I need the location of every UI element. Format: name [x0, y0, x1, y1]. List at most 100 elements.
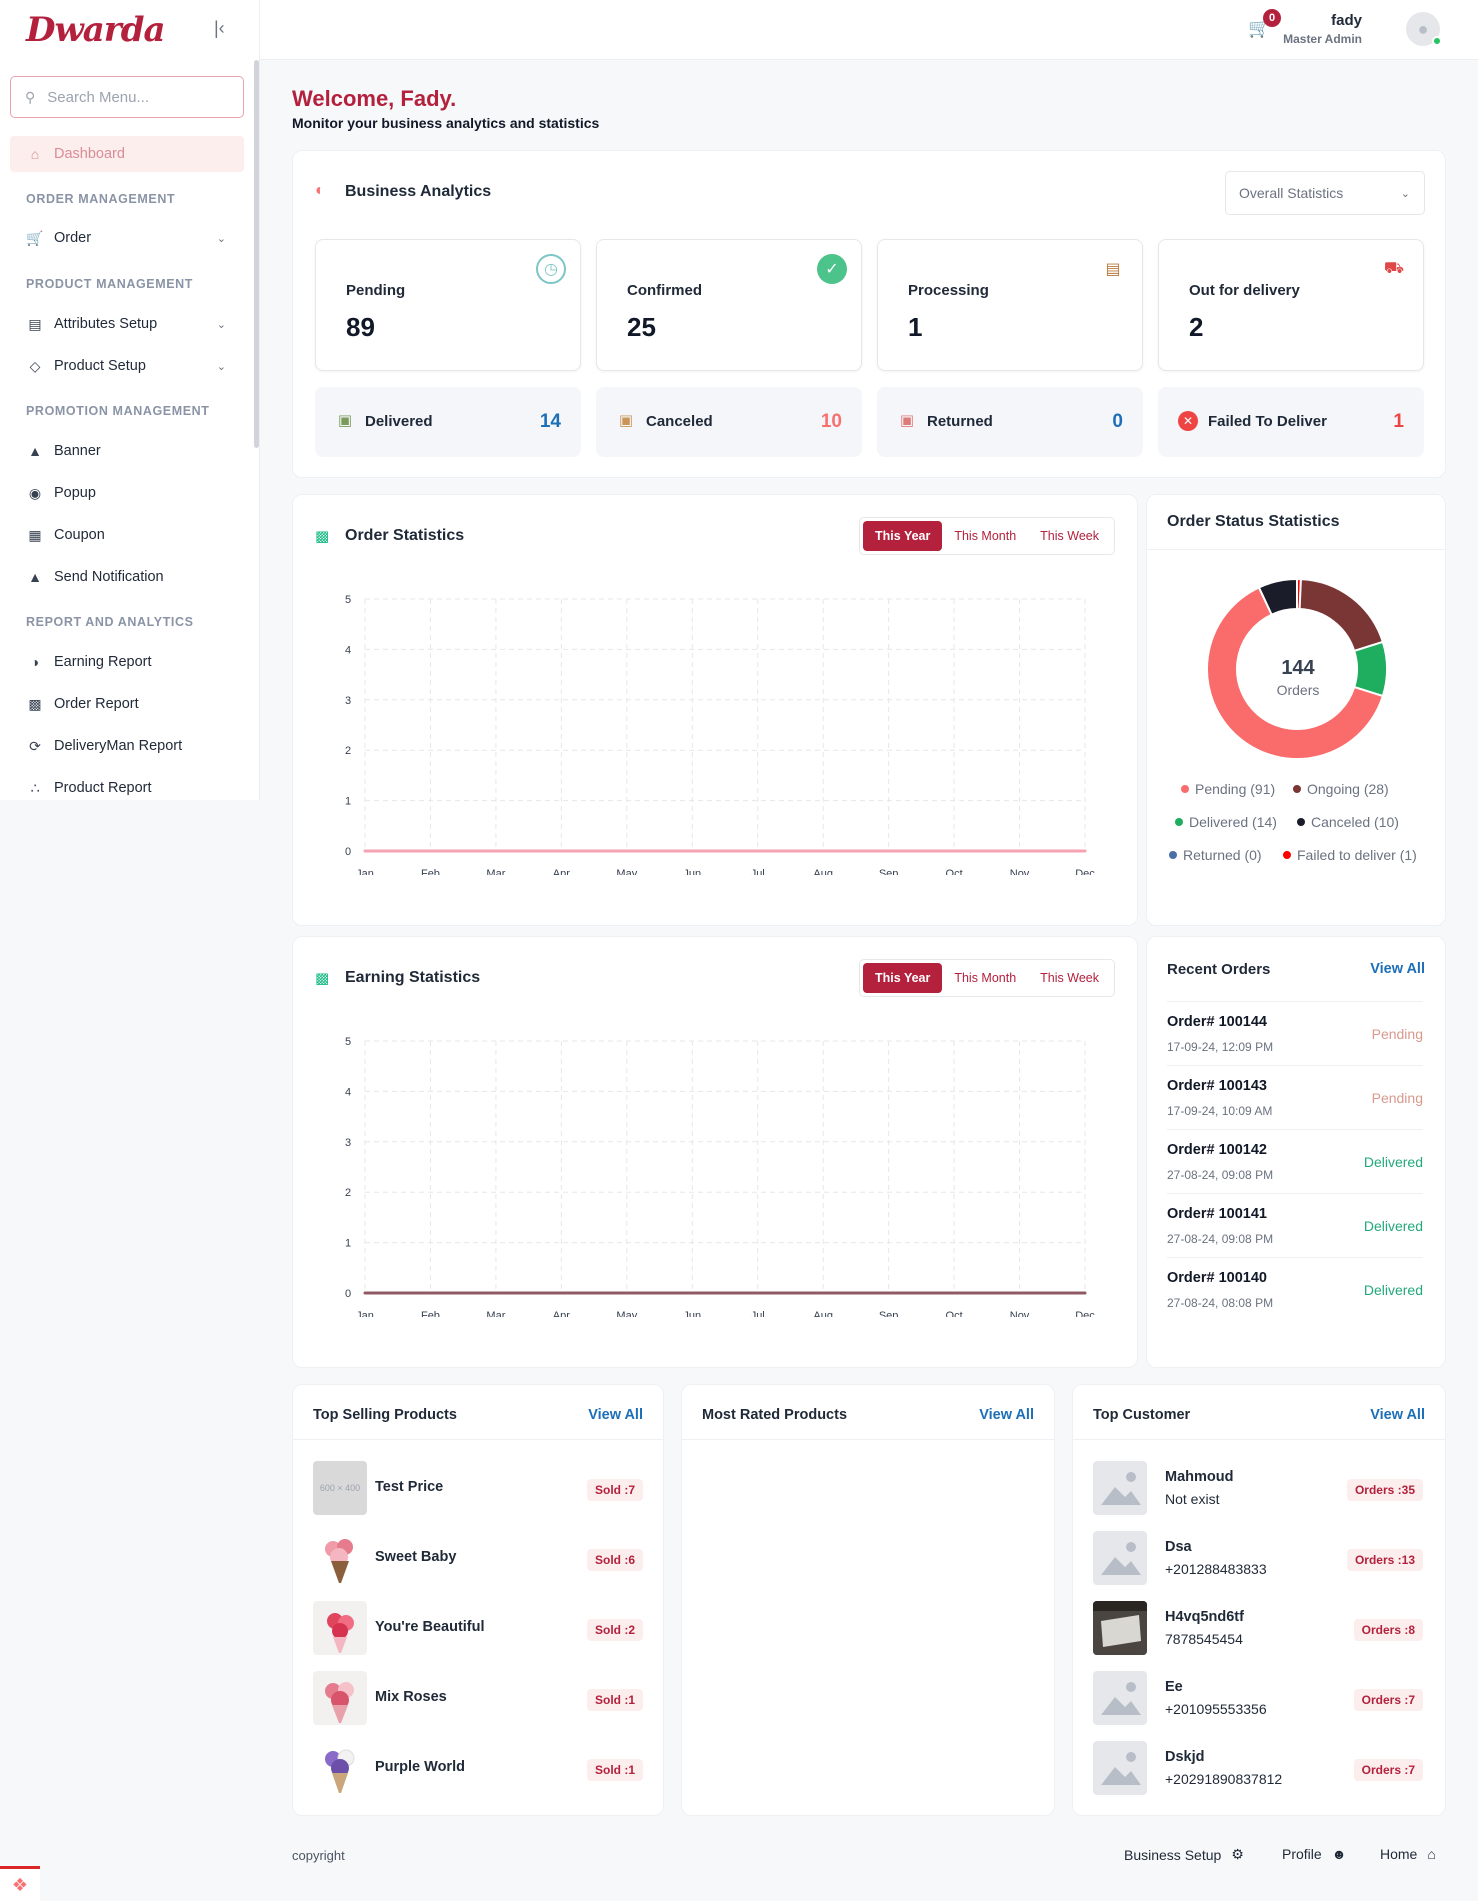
sidebar-item-product-report[interactable]: ∴ Product Report: [10, 770, 244, 806]
order-status-statistics-card: Order Status Statistics 144 Orders Pendi…: [1146, 494, 1446, 926]
recent-orders-view-all[interactable]: View All: [1370, 961, 1425, 977]
tab-this-year[interactable]: This Year: [863, 963, 943, 993]
sidebar-item-attributes-setup[interactable]: ▤ Attributes Setup ⌄: [10, 306, 244, 342]
user-name[interactable]: fady: [1331, 12, 1362, 29]
nav-section-order: ORDER MANAGEMENT: [26, 192, 176, 206]
sidebar-item-label: Order: [54, 230, 92, 246]
sidebar-item-order-report[interactable]: ▩ Order Report: [10, 686, 244, 722]
collapse-sidebar-icon[interactable]: |‹: [214, 18, 225, 38]
product-image-placeholder: 600 × 400: [313, 1461, 367, 1515]
x-tick-label: Aug: [813, 868, 833, 875]
image-placeholder-icon: [1093, 1671, 1147, 1725]
mini-stat-returned[interactable]: ▣ Returned 0: [877, 387, 1143, 457]
order-id: Order# 100140: [1167, 1270, 1267, 1286]
x-tick-label: Nov: [1010, 1310, 1030, 1317]
sidebar-item-order[interactable]: 🛒 Order ⌄: [10, 220, 244, 256]
footer-business-setup-link[interactable]: Business Setup ⚙: [1124, 1846, 1244, 1863]
customer-row[interactable]: Mahmoud Not exist Orders :35: [1093, 1461, 1423, 1517]
tab-this-year[interactable]: This Year: [863, 521, 943, 551]
image-placeholder-icon: [1093, 1461, 1147, 1515]
footer-home-link[interactable]: Home ⌂: [1380, 1846, 1436, 1862]
sidebar-item-popup[interactable]: ◉ Popup: [10, 475, 244, 511]
most-rated-view-all[interactable]: View All: [979, 1407, 1034, 1423]
chevron-down-icon: ⌄: [1400, 187, 1410, 200]
data-point: [821, 1291, 825, 1295]
y-tick-label: 5: [345, 594, 351, 606]
order-status-title: Order Status Statistics: [1167, 513, 1340, 530]
stat-card-confirmed[interactable]: ✓ Confirmed 25: [596, 239, 862, 371]
recent-order-row[interactable]: Order# 100141 27-08-24, 09:08 PM Deliver…: [1167, 1193, 1423, 1257]
recent-order-row[interactable]: Order# 100143 17-09-24, 10:09 AM Pending: [1167, 1065, 1423, 1129]
product-row[interactable]: Mix Roses Sold :1: [313, 1671, 643, 1727]
nav-section-report: REPORT AND ANALYTICS: [26, 615, 194, 629]
y-tick-label: 4: [345, 644, 351, 656]
stat-card-out-for-delivery[interactable]: ⛟ Out for delivery 2: [1158, 239, 1424, 371]
product-row[interactable]: You're Beautiful Sold :2: [313, 1601, 643, 1657]
sidebar-item-coupon[interactable]: ▦ Coupon: [10, 517, 244, 553]
x-tick-label: Sep: [879, 1310, 899, 1317]
statistics-filter-select[interactable]: Overall Statistics ⌄: [1225, 171, 1425, 215]
search-input[interactable]: [47, 88, 228, 106]
customer-row[interactable]: Dsa +201288483833 Orders :13: [1093, 1531, 1423, 1587]
x-tick-label: Feb: [421, 1310, 440, 1317]
mini-stat-canceled[interactable]: ▣ Canceled 10: [596, 387, 862, 457]
tab-this-week[interactable]: This Week: [1040, 529, 1099, 543]
sidebar-scrollbar[interactable]: [254, 60, 259, 448]
customer-row[interactable]: Ee +201095553356 Orders :7: [1093, 1671, 1423, 1727]
product-row[interactable]: Sweet Baby Sold :6: [313, 1531, 643, 1587]
laravel-icon[interactable]: ❖: [0, 1866, 40, 1901]
recent-order-row[interactable]: Order# 100142 27-08-24, 09:08 PM Deliver…: [1167, 1129, 1423, 1193]
search-icon: ⚲: [25, 88, 36, 105]
sidebar-item-label: DeliveryMan Report: [54, 738, 183, 754]
x-tick-label: May: [616, 1310, 637, 1317]
top-selling-view-all[interactable]: View All: [588, 1407, 643, 1423]
x-tick-label: Jun: [683, 1310, 701, 1317]
data-point: [363, 1291, 367, 1295]
sidebar-item-banner[interactable]: ▲ Banner: [10, 433, 244, 469]
x-tick-label: Oct: [946, 868, 963, 875]
mini-stat-delivered[interactable]: ▣ Delivered 14: [315, 387, 581, 457]
order-date: 17-09-24, 10:09 AM: [1167, 1104, 1273, 1118]
sidebar-item-product-setup[interactable]: ◇ Product Setup ⌄: [10, 348, 244, 384]
product-row[interactable]: Purple World Sold :1: [313, 1741, 643, 1797]
data-point: [494, 849, 498, 853]
divider: [1073, 1439, 1445, 1440]
earning-period-tabs: This Year This Month This Week: [859, 959, 1115, 997]
earning-statistics-card: ▩ Earning Statistics This Year This Mont…: [292, 936, 1138, 1368]
customer-row[interactable]: H4vq5nd6tf 7878545454 Orders :8: [1093, 1601, 1423, 1657]
sidebar-item-label: Banner: [54, 443, 101, 459]
data-point: [625, 1291, 629, 1295]
product-row[interactable]: 600 × 400 Test Price Sold :7: [313, 1461, 643, 1517]
sidebar-item-send-notification[interactable]: ▲ Send Notification: [10, 559, 244, 595]
sidebar-item-deliveryman-report[interactable]: ⟳ DeliveryMan Report: [10, 728, 244, 764]
top-customer-view-all[interactable]: View All: [1370, 1407, 1425, 1423]
tab-this-month[interactable]: This Month: [954, 529, 1017, 543]
footer-profile-link[interactable]: Profile ☻: [1282, 1846, 1346, 1862]
most-rated-products-card: Most Rated Products View All: [681, 1384, 1055, 1816]
stat-card-processing[interactable]: ▤ Processing 1: [877, 239, 1143, 371]
brand-logo[interactable]: Dwarda: [26, 10, 165, 50]
legend-label: Returned (0): [1183, 847, 1262, 863]
mini-stat-failed-to-deliver[interactable]: ✕ Failed To Deliver 1: [1158, 387, 1424, 457]
stat-value: 25: [627, 312, 656, 342]
sidebar-item-dashboard[interactable]: ⌂ Dashboard: [10, 136, 244, 172]
orders-count-badge: Orders :7: [1353, 1759, 1423, 1781]
stat-card-pending[interactable]: ◷ Pending 89: [315, 239, 581, 371]
welcome-title: Welcome, Fady.: [292, 86, 457, 111]
tab-this-week[interactable]: This Week: [1040, 971, 1099, 985]
footer-link-label: Profile: [1282, 1846, 1322, 1862]
sidebar-item-earning-report[interactable]: ◑ Earning Report: [10, 644, 244, 680]
y-tick-label: 0: [345, 1288, 351, 1300]
mini-stat-value: 10: [820, 411, 842, 432]
customer-phone: Not exist: [1165, 1491, 1220, 1507]
x-tick-label: Aug: [813, 1310, 833, 1317]
chart-icon: ▩: [315, 528, 330, 545]
sidebar-search[interactable]: ⚲: [10, 76, 244, 118]
order-date: 27-08-24, 09:08 PM: [1167, 1232, 1274, 1246]
recent-order-row[interactable]: Order# 100140 27-08-24, 08:08 PM Deliver…: [1167, 1257, 1423, 1321]
tab-this-month[interactable]: This Month: [954, 971, 1017, 985]
image-icon: ▲: [28, 443, 42, 459]
customer-row[interactable]: Dskjd +20291890837812 Orders :7: [1093, 1741, 1423, 1797]
clock-icon: ◷: [536, 254, 566, 284]
recent-order-row[interactable]: Order# 100144 17-09-24, 12:09 PM Pending: [1167, 1001, 1423, 1065]
